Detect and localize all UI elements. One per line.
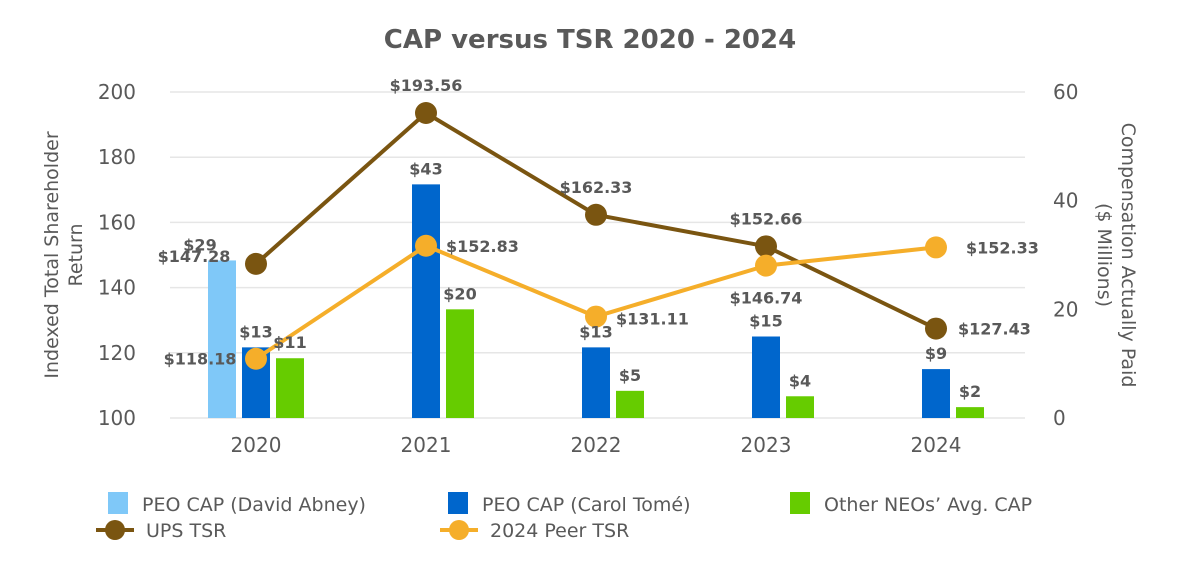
line-point bbox=[245, 252, 267, 275]
line-series-group bbox=[245, 101, 947, 370]
x-tick-label: 2024 bbox=[911, 433, 962, 457]
y-left-tick-label: 180 bbox=[98, 145, 136, 169]
y-right-tick-label: 0 bbox=[1053, 406, 1066, 430]
x-tick-label: 2020 bbox=[231, 433, 282, 457]
line-point bbox=[755, 235, 777, 258]
y-right-tick-label: 60 bbox=[1053, 80, 1078, 104]
y-left-axis-label-line: Indexed Total Shareholder bbox=[41, 131, 63, 378]
y-right-axis-label-line: Compensation Actually Paid bbox=[1117, 123, 1139, 388]
legend-item: PEO CAP (David Abney) bbox=[108, 492, 366, 516]
y-left-tick-label: 140 bbox=[98, 276, 136, 300]
y-left-tick-label: 200 bbox=[98, 80, 136, 104]
line-point bbox=[415, 101, 437, 124]
bar-data-label: $11 bbox=[273, 333, 306, 352]
bar bbox=[786, 396, 814, 418]
legend-item: 2024 Peer TSR bbox=[440, 520, 629, 542]
y-left-axis-label-line: Return bbox=[65, 223, 87, 286]
bar bbox=[412, 184, 440, 418]
line-point bbox=[755, 254, 777, 277]
bar-data-label: $13 bbox=[239, 322, 272, 341]
line-data-label: $147.28 bbox=[158, 247, 231, 266]
legend-item: Other NEOs’ Avg. CAP bbox=[790, 492, 1032, 516]
legend-label: UPS TSR bbox=[146, 520, 226, 542]
legend-swatch bbox=[108, 492, 128, 514]
line-data-label: $152.33 bbox=[966, 238, 1039, 257]
bar-data-label: $13 bbox=[579, 322, 612, 341]
bar-data-label: $9 bbox=[925, 344, 947, 363]
gridlines bbox=[170, 91, 1025, 419]
y-left-tick-label: 100 bbox=[98, 406, 136, 430]
x-tick-label: 2021 bbox=[401, 433, 452, 457]
legend-swatch bbox=[790, 492, 810, 514]
bar-data-label: $4 bbox=[789, 371, 811, 390]
legend-item: PEO CAP (Carol Tomé) bbox=[448, 492, 691, 516]
y-right-axis-label-line: ($ Millions) bbox=[1093, 203, 1115, 307]
legend-marker bbox=[105, 520, 125, 540]
bar-data-label: $43 bbox=[409, 159, 442, 178]
legend-label: Other NEOs’ Avg. CAP bbox=[824, 494, 1032, 516]
bar-data-label: $20 bbox=[443, 284, 476, 303]
legend-marker bbox=[449, 520, 469, 540]
legend-label: PEO CAP (Carol Tomé) bbox=[482, 494, 691, 516]
y-right-tick-label: 40 bbox=[1053, 189, 1078, 213]
line-data-label: $152.83 bbox=[446, 237, 519, 256]
bar-data-label: $2 bbox=[959, 382, 981, 401]
bar bbox=[582, 347, 610, 418]
legend-label: PEO CAP (David Abney) bbox=[142, 494, 366, 516]
legend: PEO CAP (David Abney) PEO CAP (Carol Tomé… bbox=[96, 492, 1032, 542]
bar bbox=[752, 336, 780, 418]
line-data-label: $127.43 bbox=[958, 320, 1031, 339]
line-point bbox=[925, 317, 947, 340]
line-point bbox=[415, 234, 437, 257]
line-data-label: $146.74 bbox=[730, 289, 803, 308]
line-data-label: $118.18 bbox=[164, 350, 237, 369]
x-tick-label: 2023 bbox=[741, 433, 792, 457]
line-point bbox=[585, 305, 607, 328]
bar bbox=[922, 369, 950, 418]
bar bbox=[276, 358, 304, 418]
bar bbox=[956, 407, 984, 418]
line-data-label: $152.66 bbox=[730, 209, 803, 228]
line-point bbox=[585, 203, 607, 226]
line-point bbox=[925, 236, 947, 259]
bar-data-label: $29 bbox=[183, 235, 216, 254]
y-right-tick-label: 20 bbox=[1053, 297, 1078, 321]
bar-data-label: $5 bbox=[619, 366, 641, 385]
legend-label: 2024 Peer TSR bbox=[490, 520, 629, 542]
x-tick-label: 2022 bbox=[571, 433, 622, 457]
legend-item: UPS TSR bbox=[96, 520, 226, 542]
chart-title: CAP versus TSR 2020 - 2024 bbox=[384, 25, 796, 55]
y-left-tick-label: 160 bbox=[98, 210, 136, 234]
series-line bbox=[254, 243, 937, 361]
bar bbox=[208, 260, 236, 418]
y-left-axis-label: Indexed Total Shareholder Return bbox=[41, 131, 87, 378]
bar-data-label: $15 bbox=[749, 312, 782, 331]
y-right-axis-label: Compensation Actually Paid($ Millions) bbox=[1093, 123, 1139, 388]
data-labels-group: $29 $13 $43 $13 $15 $9 $11 $20 $5 $4 $2 $147.28 $193… bbox=[158, 76, 1039, 401]
line-data-label: $131.11 bbox=[616, 310, 689, 329]
bar bbox=[616, 390, 644, 418]
line-point bbox=[245, 347, 267, 370]
line-data-label: $162.33 bbox=[560, 178, 633, 197]
bar bbox=[446, 309, 474, 418]
line-data-label: $193.56 bbox=[390, 76, 463, 95]
legend-swatch bbox=[448, 492, 468, 514]
y-left-tick-label: 120 bbox=[98, 341, 136, 365]
axes-group: 100 120 140 160 180 200 0 20 40 60 2020 2021 2022 202… bbox=[41, 80, 1139, 457]
